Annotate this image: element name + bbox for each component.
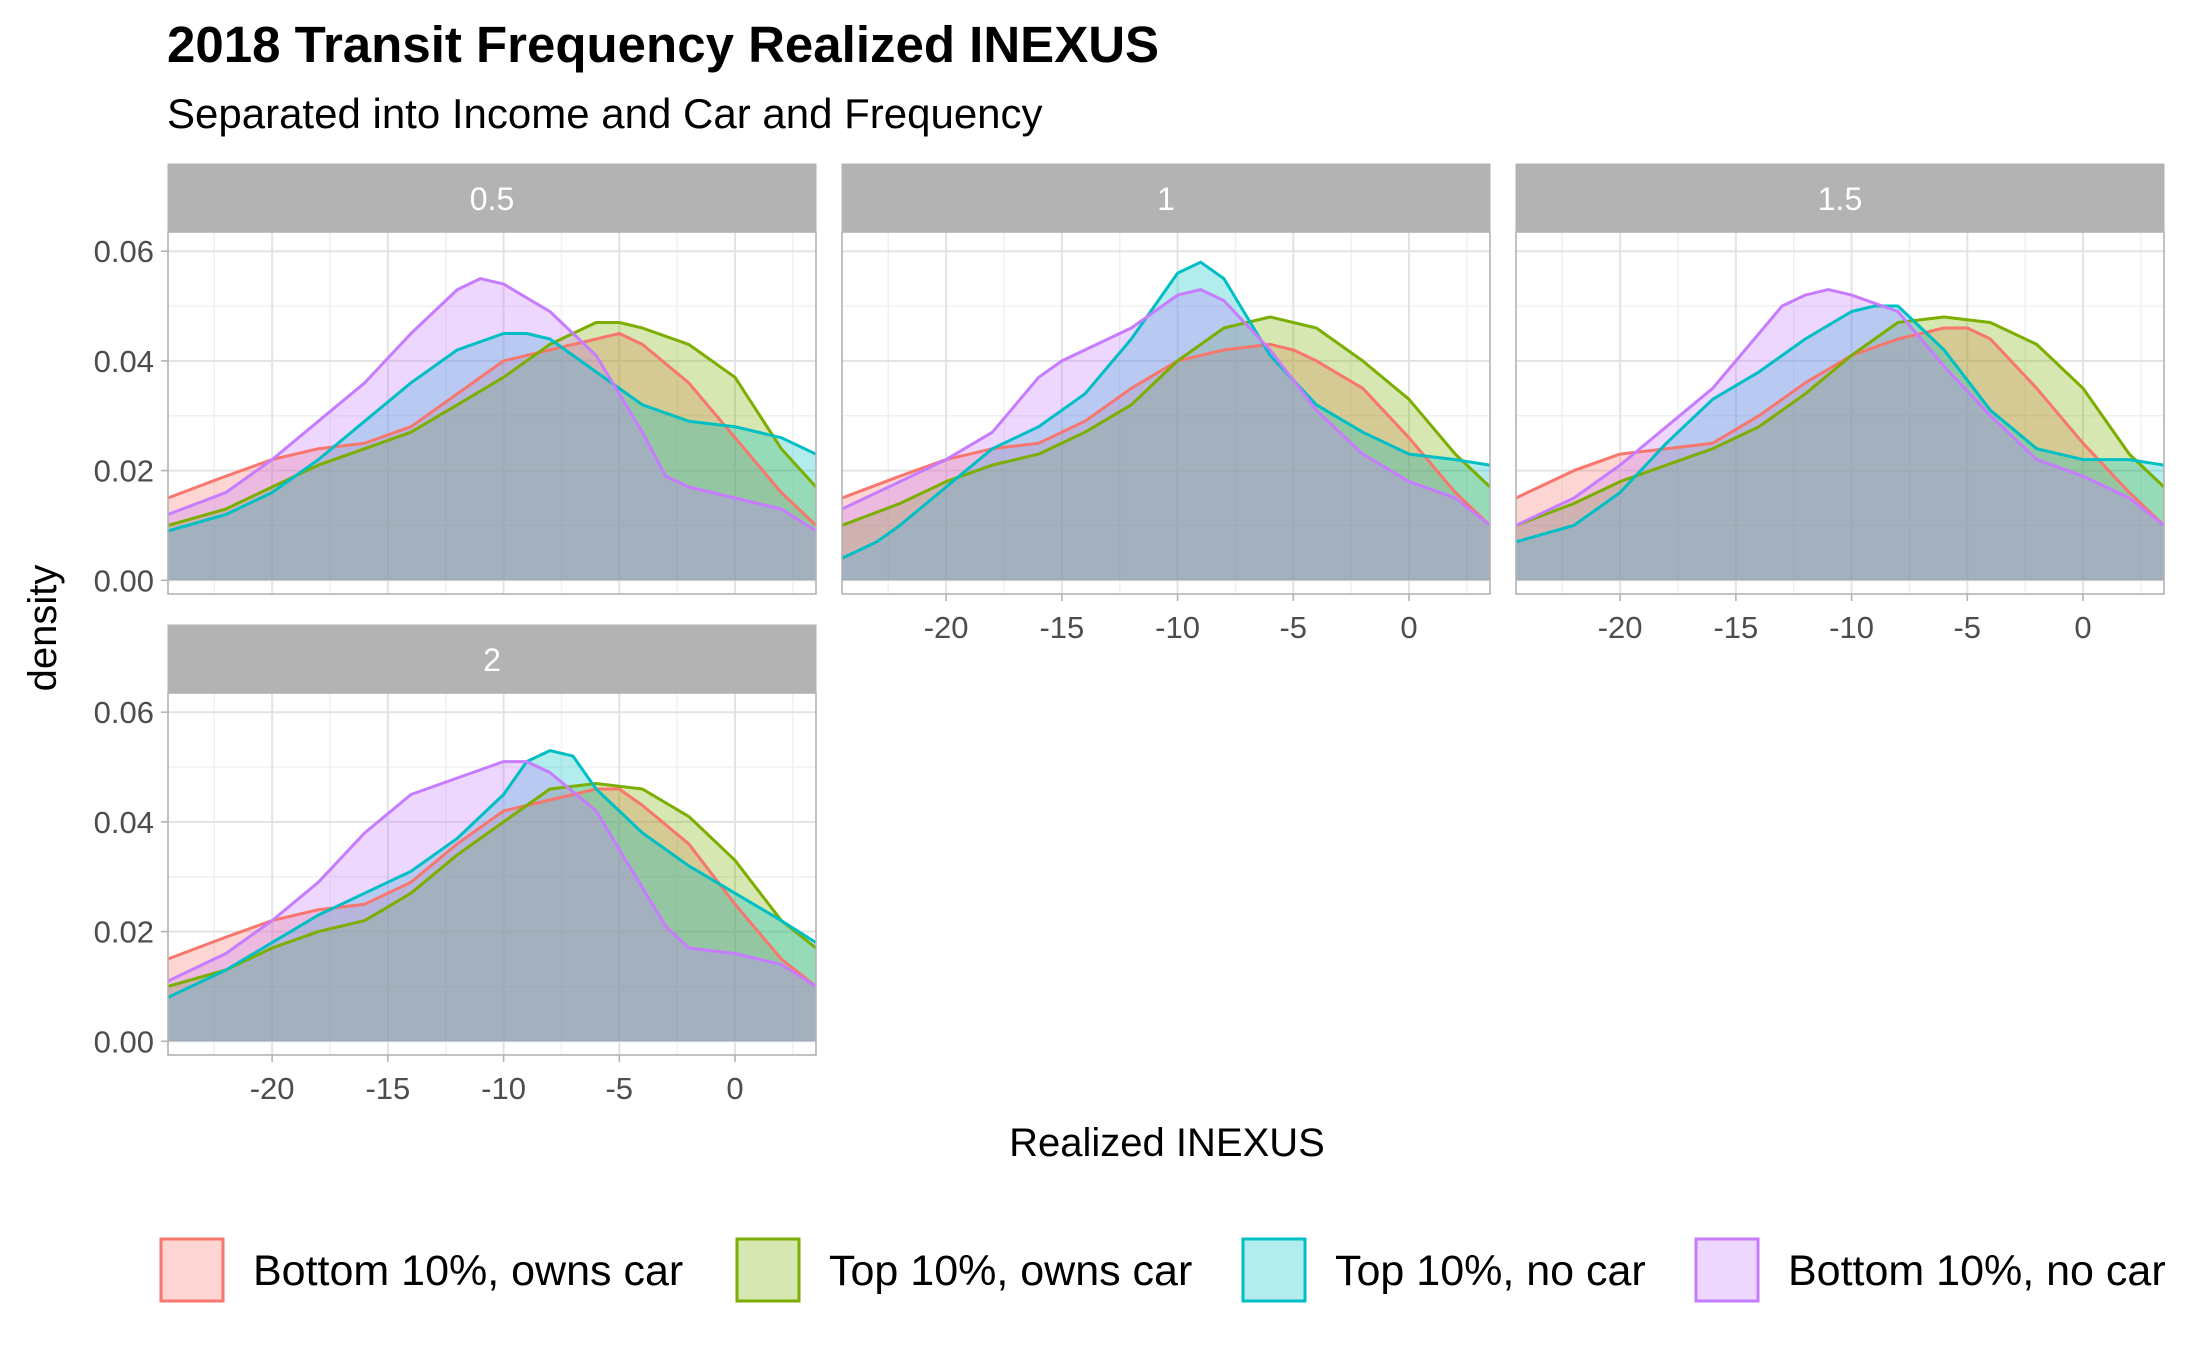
legend-key — [159, 1237, 225, 1303]
x-tick-label: -5 — [605, 1071, 633, 1106]
x-tick-label: -15 — [365, 1071, 410, 1106]
x-tick-label: 0 — [1400, 610, 1417, 645]
density-area — [842, 289, 1490, 581]
density-area — [168, 278, 816, 581]
panel-border — [841, 231, 1491, 595]
panel-background — [168, 232, 816, 594]
facet-strip — [167, 163, 817, 233]
x-tick-label: -20 — [924, 610, 969, 645]
legend-item: Top 10%, owns car — [735, 1237, 1192, 1303]
y-tick-label: 0.02 — [94, 454, 154, 489]
y-tick-label: 0.04 — [94, 805, 154, 840]
legend-item: Bottom 10%, owns car — [159, 1237, 683, 1303]
x-tick-label: -5 — [1953, 610, 1981, 645]
legend-key-background — [735, 1237, 801, 1303]
legend-key-background — [1241, 1237, 1307, 1303]
legend-key — [735, 1237, 801, 1303]
y-axis-title: density — [21, 565, 65, 692]
facet-strip — [1515, 163, 2165, 233]
facet-strip-label: 1.5 — [1818, 181, 1862, 217]
y-tick-label: 0.06 — [94, 234, 154, 269]
panel-background — [842, 232, 1490, 594]
y-tick-label: 0.02 — [94, 915, 154, 950]
density-area — [168, 761, 816, 1042]
legend: Bottom 10%, owns car Top 10%, owns car Top… — [159, 1237, 2166, 1303]
legend-label: Top 10%, owns car — [829, 1247, 1192, 1295]
facet-panels: 0.5 0.00 0.02 0.04 0.06 1 -20 -15 -10 -5 0 1.5 -20 -1… — [94, 163, 2165, 1106]
legend-label: Bottom 10%, no car — [1788, 1247, 2166, 1295]
x-tick-label: -15 — [1039, 610, 1084, 645]
y-tick-label: 0.00 — [94, 1024, 154, 1059]
density-line — [168, 332, 816, 533]
y-tick-label: 0.00 — [94, 563, 154, 598]
facet-panel: 1.5 -20 -15 -10 -5 0 — [1515, 163, 2165, 645]
facet-panel: 1 -20 -15 -10 -5 0 — [841, 163, 1491, 645]
x-tick-label: -20 — [250, 1071, 295, 1106]
x-axis-title: Realized INEXUS — [1009, 1121, 1325, 1165]
x-tick-label: -10 — [481, 1071, 526, 1106]
density-area — [842, 344, 1490, 581]
facet-strip — [167, 624, 817, 694]
density-line — [1516, 304, 2164, 544]
legend-label: Bottom 10%, owns car — [253, 1247, 683, 1295]
density-area — [168, 333, 816, 581]
density-area — [1516, 317, 2164, 581]
density-line — [168, 782, 816, 988]
density-line — [1516, 288, 2164, 527]
density-line — [168, 760, 816, 988]
density-area — [1516, 289, 2164, 581]
chart-subtitle: Separated into Income and Car and Freque… — [167, 90, 1043, 137]
density-area — [168, 322, 816, 581]
legend-item: Top 10%, no car — [1241, 1237, 1646, 1303]
x-tick-label: -10 — [1829, 610, 1874, 645]
legend-key — [1694, 1237, 1760, 1303]
density-line — [168, 277, 816, 533]
panel-border — [167, 231, 817, 595]
facet-panel: 2 0.00 0.02 0.04 0.06 -20 -15 -10 -5 0 — [94, 624, 817, 1106]
chart-title: 2018 Transit Frequency Realized INEXUS — [167, 16, 1159, 73]
legend-label: Top 10%, no car — [1335, 1247, 1646, 1295]
density-line — [842, 342, 1490, 527]
x-tick-label: -5 — [1279, 610, 1307, 645]
y-tick-label: 0.06 — [94, 695, 154, 730]
density-area — [168, 333, 816, 581]
density-area — [168, 783, 816, 1042]
legend-key-background — [159, 1237, 225, 1303]
density-line — [1516, 326, 2164, 527]
density-line — [842, 288, 1490, 527]
panel-background — [168, 693, 816, 1055]
panel-border — [1515, 231, 2165, 595]
density-line — [168, 332, 816, 527]
x-tick-label: -10 — [1155, 610, 1200, 645]
x-tick-label: 0 — [726, 1071, 743, 1106]
x-tick-label: -15 — [1713, 610, 1758, 645]
density-line — [842, 260, 1490, 560]
x-tick-label: -20 — [1598, 610, 1643, 645]
density-area — [168, 789, 816, 1042]
series-layer — [1516, 288, 2164, 581]
density-area — [842, 317, 1490, 581]
series-layer — [168, 749, 816, 1042]
facet-panel: 0.5 0.00 0.02 0.04 0.06 — [94, 163, 817, 598]
facet-strip-label: 1 — [1157, 181, 1175, 217]
legend-item: Bottom 10%, no car — [1694, 1237, 2166, 1303]
legend-key — [1241, 1237, 1307, 1303]
y-tick-label: 0.04 — [94, 344, 154, 379]
density-area — [842, 262, 1490, 581]
series-layer — [842, 260, 1490, 581]
series-layer — [168, 277, 816, 581]
density-area — [1516, 306, 2164, 581]
facet-strip-label: 2 — [483, 642, 501, 678]
legend-key-background — [1694, 1237, 1760, 1303]
facet-strip-label: 0.5 — [470, 181, 514, 217]
density-area — [1516, 328, 2164, 581]
panel-border — [167, 692, 817, 1056]
x-tick-label: 0 — [2074, 610, 2091, 645]
density-area — [168, 750, 816, 1042]
facet-strip — [841, 163, 1491, 233]
